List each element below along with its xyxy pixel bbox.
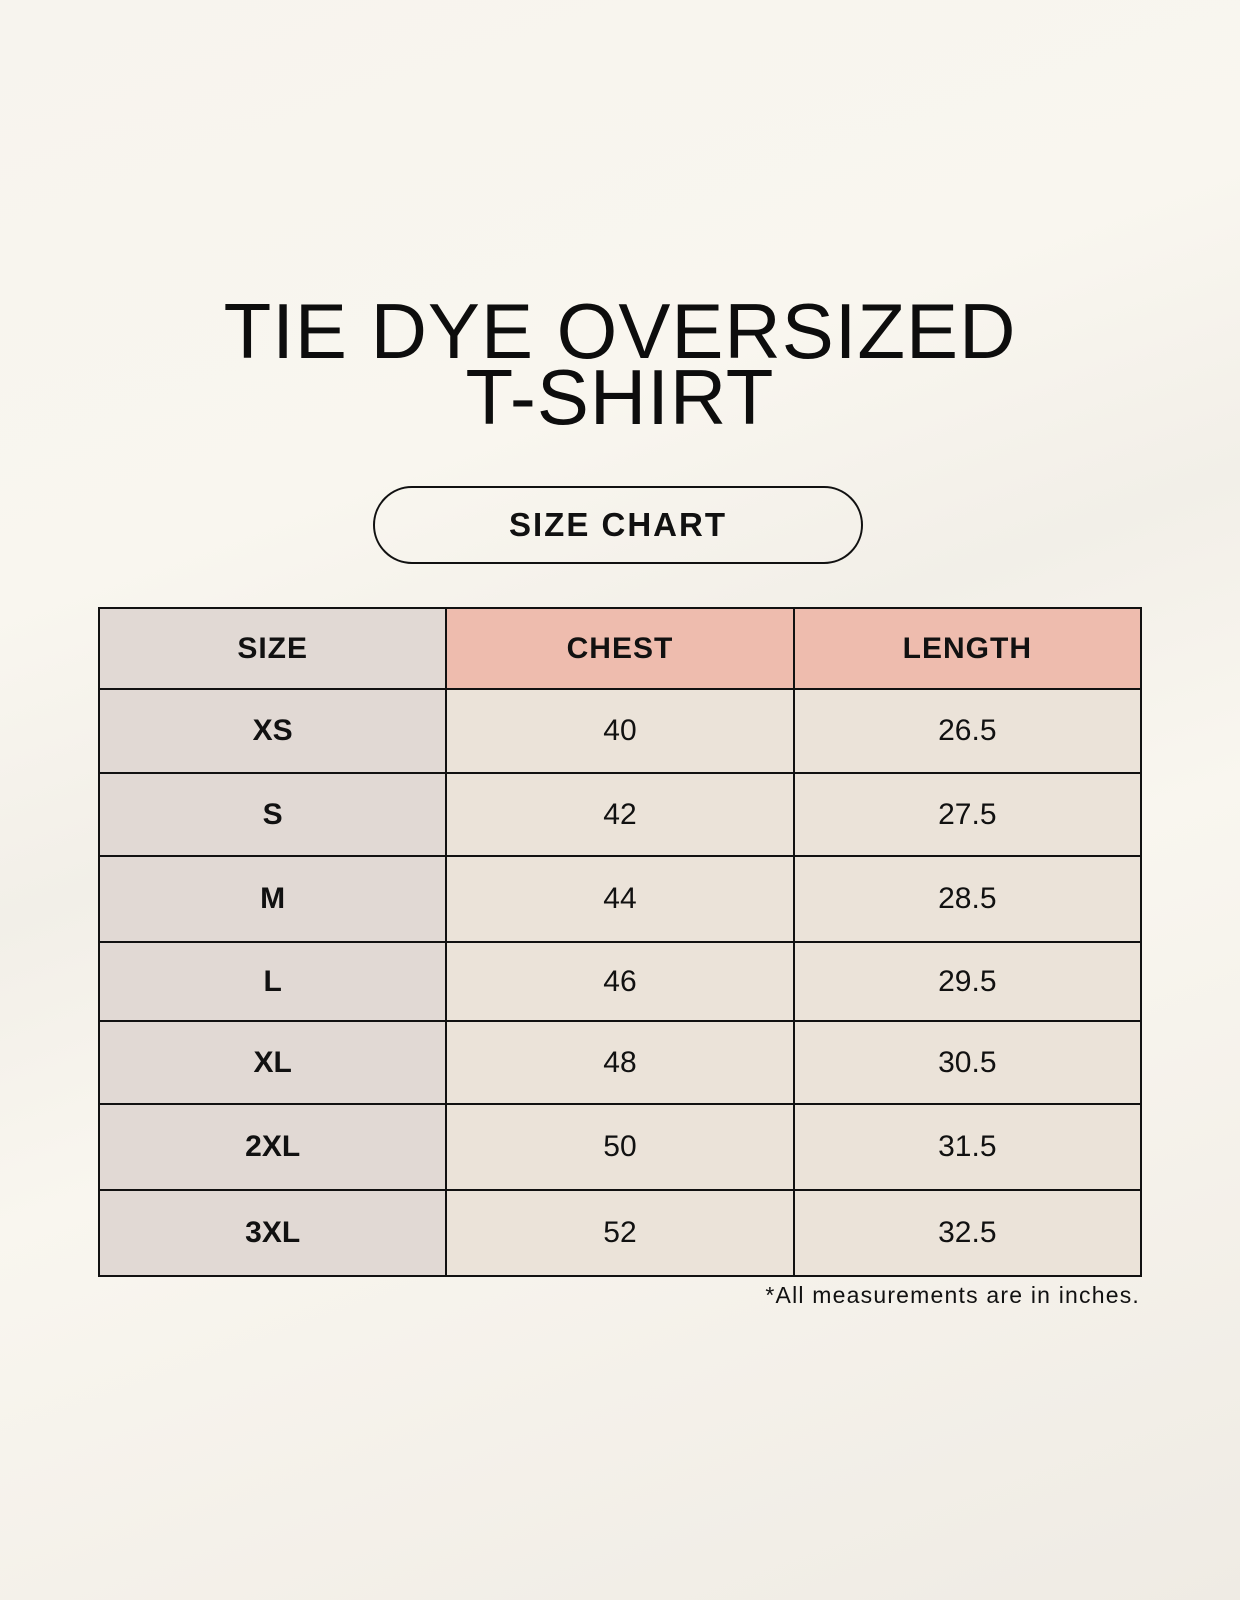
- table-row: L 46 29.5: [97, 941, 1143, 1022]
- length-cell: 28.5: [792, 855, 1143, 943]
- length-cell: 26.5: [792, 688, 1143, 774]
- size-cell: 2XL: [97, 1103, 448, 1191]
- length-cell: 27.5: [792, 772, 1143, 857]
- size-table: SIZE CHEST LENGTH XS 40 26.5 S 42 27.5 M 44 28.5…: [97, 607, 1143, 1277]
- table-row: XL 48 30.5: [97, 1020, 1143, 1105]
- chest-cell: 44: [445, 855, 795, 943]
- table-row: M 44 28.5: [97, 855, 1143, 943]
- size-chart-text: SIZE CHART: [509, 506, 727, 543]
- title-line-2: T-SHIRT: [465, 353, 775, 441]
- table-row: 3XL 52 32.5: [97, 1189, 1143, 1277]
- size-cell: 3XL: [97, 1189, 448, 1277]
- size-cell: M: [97, 855, 448, 943]
- length-cell: 30.5: [792, 1020, 1143, 1105]
- header-size: SIZE: [97, 607, 448, 690]
- header-length: LENGTH: [792, 607, 1143, 690]
- length-cell: 31.5: [792, 1103, 1143, 1191]
- size-cell: XL: [97, 1020, 448, 1105]
- length-cell: 32.5: [792, 1189, 1143, 1277]
- size-chart-label: SIZE CHART: [373, 486, 863, 564]
- chest-cell: 42: [445, 772, 795, 857]
- size-cell: L: [97, 941, 448, 1022]
- length-cell: 29.5: [792, 941, 1143, 1022]
- chest-cell: 40: [445, 688, 795, 774]
- chest-cell: 50: [445, 1103, 795, 1191]
- header-chest: CHEST: [445, 607, 795, 690]
- table-row: S 42 27.5: [97, 772, 1143, 857]
- size-cell: S: [97, 772, 448, 857]
- size-cell: XS: [97, 688, 448, 774]
- chest-cell: 46: [445, 941, 795, 1022]
- table-row: 2XL 50 31.5: [97, 1103, 1143, 1191]
- table-row: XS 40 26.5: [97, 688, 1143, 774]
- footnote: *All measurements are in inches.: [765, 1282, 1140, 1308]
- title-line-1: TIE DYE OVERSIZED: [223, 287, 1017, 375]
- header-row: SIZE CHEST LENGTH: [97, 607, 1143, 690]
- chest-cell: 48: [445, 1020, 795, 1105]
- chest-cell: 52: [445, 1189, 795, 1277]
- page-title: TIE DYE OVERSIZED T-SHIRT: [0, 287, 1240, 441]
